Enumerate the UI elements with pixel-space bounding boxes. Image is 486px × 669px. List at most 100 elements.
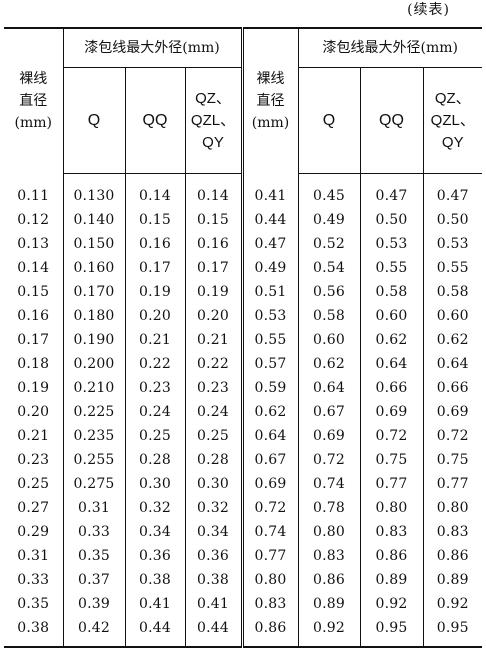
q-value-left: 0.190 bbox=[62, 328, 125, 352]
qq-value-left: 0.24 bbox=[124, 400, 185, 424]
qz-value-left: 0.16 bbox=[184, 232, 242, 256]
qq-value-right: 0.55 bbox=[359, 256, 423, 280]
bare-diameter-left: 0.23 bbox=[17, 452, 50, 468]
bare-diameter-left: 0.14 bbox=[17, 260, 50, 276]
bare-wire-header-left: 裸线 直径 (mm) bbox=[14, 71, 52, 132]
qq-value-right: 0.95 bbox=[359, 616, 423, 647]
q-value-left: 0.225 bbox=[62, 400, 125, 424]
q-value-right: 0.67 bbox=[297, 400, 360, 424]
qq-value-left: 0.30 bbox=[124, 472, 185, 496]
qz-value-left: 0.32 bbox=[184, 496, 242, 520]
qq-value-left: 0.36 bbox=[124, 544, 185, 568]
qq-value-left: 0.22 bbox=[124, 352, 185, 376]
qz-value-left: 0.15 bbox=[184, 208, 242, 232]
qz-value-right: 0.83 bbox=[422, 520, 482, 544]
bare-diameter-left: 0.17 bbox=[17, 332, 50, 348]
qq-value-right: 0.50 bbox=[359, 208, 423, 232]
bare-diameter-right: 0.47 bbox=[240, 232, 298, 256]
qz-value-right: 0.50 bbox=[422, 208, 482, 232]
qz-value-right: 0.92 bbox=[422, 592, 482, 616]
bare-diameter-left: 0.18 bbox=[17, 356, 50, 372]
qz-value-left: 0.24 bbox=[184, 400, 242, 424]
bare-diameter-right: 0.44 bbox=[240, 208, 298, 232]
qq-value-left: 0.34 bbox=[124, 520, 185, 544]
bare-wire-header-right: 裸线 直径 (mm) bbox=[240, 28, 298, 174]
q-value-left: 0.275 bbox=[62, 472, 125, 496]
bare-diameter-left: 0.33 bbox=[17, 572, 50, 588]
bare-diameter-right: 0.67 bbox=[240, 448, 298, 472]
qq-value-right: 0.92 bbox=[359, 592, 423, 616]
qz-value-left: 0.34 bbox=[184, 520, 242, 544]
q-value-left: 0.140 bbox=[62, 208, 125, 232]
qq-value-left: 0.19 bbox=[124, 280, 185, 304]
qz-value-right: 0.62 bbox=[422, 328, 482, 352]
q-value-right: 0.92 bbox=[297, 616, 360, 647]
qz-value-left: 0.22 bbox=[184, 352, 242, 376]
q-value-right: 0.62 bbox=[297, 352, 360, 376]
q-value-right: 0.80 bbox=[297, 520, 360, 544]
qz-value-right: 0.72 bbox=[422, 424, 482, 448]
qz-value-right: 0.86 bbox=[422, 544, 482, 568]
table-row: 0.21 0.235 0.25 0.25 0.64 0.69 0.72 0.72 bbox=[4, 424, 482, 448]
bare-diameter-left: 0.15 bbox=[17, 284, 50, 300]
qq-value-right: 0.58 bbox=[359, 280, 423, 304]
qz-value-left: 0.30 bbox=[184, 472, 242, 496]
qz-value-right: 0.55 bbox=[422, 256, 482, 280]
bare-diameter-right: 0.77 bbox=[240, 544, 298, 568]
qq-value-right: 0.77 bbox=[359, 472, 423, 496]
qq-value-left: 0.14 bbox=[124, 173, 185, 208]
table-row: 0.20 0.225 0.24 0.24 0.62 0.67 0.69 0.69 bbox=[4, 400, 482, 424]
qz-value-right: 0.47 bbox=[422, 173, 482, 208]
qq-value-right: 0.75 bbox=[359, 448, 423, 472]
qz-value-left: 0.28 bbox=[184, 448, 242, 472]
q-value-left: 0.39 bbox=[62, 592, 125, 616]
qq-value-right: 0.64 bbox=[359, 352, 423, 376]
qz-value-right: 0.77 bbox=[422, 472, 482, 496]
enamel-wire-table: 裸线 直径 (mm) 漆包线最大外径(mm) 裸线 直径 (mm) 漆包线最大外… bbox=[4, 27, 482, 648]
qz-value-right: 0.53 bbox=[422, 232, 482, 256]
qz-value-right: 0.89 bbox=[422, 568, 482, 592]
qq-value-right: 0.53 bbox=[359, 232, 423, 256]
bare-diameter-left: 0.20 bbox=[17, 404, 50, 420]
bare-diameter-right: 0.57 bbox=[240, 352, 298, 376]
q-value-left: 0.130 bbox=[62, 173, 125, 208]
bare-diameter-left: 0.19 bbox=[17, 380, 50, 396]
qq-value-left: 0.23 bbox=[124, 376, 185, 400]
bare-diameter-right: 0.49 bbox=[240, 256, 298, 280]
bare-diameter-left: 0.29 bbox=[17, 524, 50, 540]
q-value-left: 0.210 bbox=[62, 376, 125, 400]
q-value-left: 0.150 bbox=[62, 232, 125, 256]
qq-value-left: 0.32 bbox=[124, 496, 185, 520]
qz-value-right: 0.69 bbox=[422, 400, 482, 424]
qz-value-right: 0.75 bbox=[422, 448, 482, 472]
table-row: 0.23 0.255 0.28 0.28 0.67 0.72 0.75 0.75 bbox=[4, 448, 482, 472]
q-value-right: 0.60 bbox=[297, 328, 360, 352]
q-value-right: 0.58 bbox=[297, 304, 360, 328]
bare-diameter-left: 0.38 bbox=[17, 620, 50, 636]
table-row: 0.25 0.275 0.30 0.30 0.69 0.74 0.77 0.77 bbox=[4, 472, 482, 496]
q-value-right: 0.74 bbox=[297, 472, 360, 496]
table-row: 0.12 0.140 0.15 0.15 0.44 0.49 0.50 0.50 bbox=[4, 208, 482, 232]
qq-value-right: 0.86 bbox=[359, 544, 423, 568]
q-value-right: 0.49 bbox=[297, 208, 360, 232]
bare-diameter-left: 0.21 bbox=[17, 428, 50, 444]
qq-value-left: 0.20 bbox=[124, 304, 185, 328]
table-row: 0.33 0.37 0.38 0.38 0.80 0.86 0.89 0.89 bbox=[4, 568, 482, 592]
bare-diameter-left: 0.11 bbox=[17, 187, 50, 204]
qq-value-right: 0.62 bbox=[359, 328, 423, 352]
q-value-left: 0.200 bbox=[62, 352, 125, 376]
bare-diameter-right: 0.74 bbox=[240, 520, 298, 544]
qq-value-left: 0.21 bbox=[124, 328, 185, 352]
q-value-right: 0.45 bbox=[297, 173, 360, 208]
enamel-max-header-left: 漆包线最大外径(mm) bbox=[62, 28, 242, 68]
qz-value-right: 0.95 bbox=[422, 616, 482, 647]
qq-value-left: 0.16 bbox=[124, 232, 185, 256]
bare-diameter-right: 0.69 bbox=[240, 472, 298, 496]
bare-diameter-right: 0.80 bbox=[240, 568, 298, 592]
table-row: 0.19 0.210 0.23 0.23 0.59 0.64 0.66 0.66 bbox=[4, 376, 482, 400]
q-value-right: 0.54 bbox=[297, 256, 360, 280]
bare-diameter-right: 0.62 bbox=[240, 400, 298, 424]
q-value-right: 0.72 bbox=[297, 448, 360, 472]
bare-diameter-left: 0.27 bbox=[17, 500, 50, 516]
